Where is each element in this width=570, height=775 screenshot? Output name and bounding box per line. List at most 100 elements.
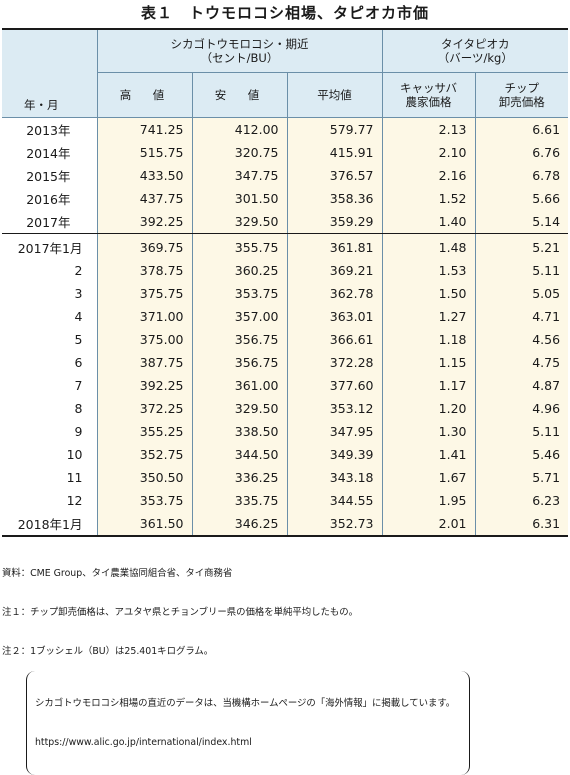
cell-low: 360.25 [192,259,288,282]
cell-cassava: 1.17 [382,374,476,397]
cell-high: 515.75 [97,141,193,164]
cell-cassava: 2.10 [382,141,476,164]
cell-low: 346.25 [192,512,288,537]
row-label: 5 [2,328,98,351]
cell-low: 320.75 [192,141,288,164]
corn-group-line1: シカゴトウモロコシ・期近 [170,37,309,51]
cell-chip: 6.31 [475,512,569,537]
table-header: 年・月 シカゴトウモロコシ・期近 （セント/BU） タイタピオカ （バーツ/kg… [2,28,569,118]
cell-cassava: 1.67 [382,466,476,489]
col-header-cassava-line1: キャッサバ [399,81,458,95]
corn-group-header: シカゴトウモロコシ・期近 （セント/BU） [97,28,383,73]
col-header-low: 安 値 [192,72,288,118]
tapioca-group-header: タイタピオカ （バーツ/kg） [382,28,569,73]
monthly-row: 12 353.75 335.75 344.55 1.95 6.23 [2,489,569,512]
annual-row: 2013年 741.25 412.00 579.77 2.13 6.61 [2,117,569,141]
col-header-avg: 平均値 [287,72,383,118]
cell-high: 375.75 [97,282,193,305]
monthly-row: 7 392.25 361.00 377.60 1.17 4.87 [2,374,569,397]
cell-high: 392.25 [97,210,193,234]
col-header-chip-line1: チップ [504,81,540,95]
cell-low: 329.50 [192,210,288,234]
monthly-row: 11 350.50 336.25 343.18 1.67 5.71 [2,466,569,489]
cell-avg: 415.91 [287,141,383,164]
row-label: 12 [2,489,98,512]
cell-chip: 6.23 [475,489,569,512]
cell-chip: 5.46 [475,443,569,466]
cell-chip: 5.11 [475,259,569,282]
cell-low: 355.75 [192,233,288,259]
row-label: 2015年 [2,164,98,187]
cell-chip: 5.11 [475,420,569,443]
cell-cassava: 1.95 [382,489,476,512]
cell-chip: 5.05 [475,282,569,305]
row-label: 7 [2,374,98,397]
cell-chip: 6.61 [475,117,569,141]
cell-avg: 352.73 [287,512,383,537]
annual-row: 2016年 437.75 301.50 358.36 1.52 5.66 [2,187,569,210]
note-paren-line1: シカゴトウモロコシ相場の直近のデータは、当機構ホームページの「海外情報」に掲載し… [34,698,456,709]
monthly-row: 2 378.75 360.25 369.21 1.53 5.11 [2,259,569,282]
monthly-row: 10 352.75 344.50 349.39 1.41 5.46 [2,443,569,466]
cell-avg: 347.95 [287,420,383,443]
note-website-url: https://www.alic.go.jp/international/ind… [34,737,252,748]
cell-avg: 362.78 [287,282,383,305]
tapioca-group-line2: （バーツ/kg） [437,51,513,65]
cell-avg: 358.36 [287,187,383,210]
annual-row: 2017年 392.25 329.50 359.29 1.40 5.14 [2,210,569,234]
cell-low: 344.50 [192,443,288,466]
note-paren-box: シカゴトウモロコシ相場の直近のデータは、当機構ホームページの「海外情報」に掲載し… [25,671,471,775]
cell-high: 352.75 [97,443,193,466]
cell-chip: 6.76 [475,141,569,164]
cell-avg: 343.18 [287,466,383,489]
cell-chip: 5.21 [475,233,569,259]
cell-high: 371.00 [97,305,193,328]
cell-high: 378.75 [97,259,193,282]
cell-avg: 361.81 [287,233,383,259]
monthly-row: 8 372.25 329.50 353.12 1.20 4.96 [2,397,569,420]
cell-cassava: 2.16 [382,164,476,187]
note-1: 注１：チップ卸売価格は、アユタヤ県とチョンブリー県の価格を単純平均したもの。 [2,607,358,618]
cell-avg: 366.61 [287,328,383,351]
row-label: 2013年 [2,117,98,141]
cell-low: 356.75 [192,351,288,374]
monthly-row: 9 355.25 338.50 347.95 1.30 5.11 [2,420,569,443]
cell-avg: 579.77 [287,117,383,141]
cell-chip: 5.66 [475,187,569,210]
monthly-row: 6 387.75 356.75 372.28 1.15 4.75 [2,351,569,374]
monthly-row: 5 375.00 356.75 366.61 1.18 4.56 [2,328,569,351]
cell-high: 353.75 [97,489,193,512]
note-2: 注２：1ブッシェル（BU）は25.401キログラム。 [2,646,214,657]
cell-chip: 4.87 [475,374,569,397]
cell-cassava: 1.20 [382,397,476,420]
annual-row: 2015年 433.50 347.75 376.57 2.16 6.78 [2,164,569,187]
cell-chip: 4.96 [475,397,569,420]
row-label: 2 [2,259,98,282]
cell-avg: 377.60 [287,374,383,397]
cell-low: 347.75 [192,164,288,187]
cell-cassava: 1.27 [382,305,476,328]
table-title: 表１ トウモロコシ相場、タピオカ市価 [140,4,429,22]
monthly-row: 4 371.00 357.00 363.01 1.27 4.71 [2,305,569,328]
cell-avg: 376.57 [287,164,383,187]
col-header-chip: チップ 卸売価格 [475,72,569,118]
cell-avg: 349.39 [287,443,383,466]
cell-cassava: 1.53 [382,259,476,282]
cell-low: 301.50 [192,187,288,210]
cell-low: 412.00 [192,117,288,141]
row-label: 2017年 [2,210,98,234]
cell-chip: 6.78 [475,164,569,187]
row-label: 10 [2,443,98,466]
cell-cassava: 1.52 [382,187,476,210]
row-label-header: 年・月 [2,28,98,118]
col-header-cassava: キャッサバ 農家価格 [382,72,476,118]
row-label: 2018年1月 [2,512,98,537]
cell-high: 361.50 [97,512,193,537]
note-source: 資料：CME Group、タイ農業協同組合省、タイ商務省 [2,568,233,579]
row-label: 2014年 [2,141,98,164]
monthly-row: 2017年1月 369.75 355.75 361.81 1.48 5.21 [2,233,569,259]
cell-avg: 363.01 [287,305,383,328]
cell-avg: 344.55 [287,489,383,512]
cell-high: 387.75 [97,351,193,374]
cell-chip: 4.75 [475,351,569,374]
